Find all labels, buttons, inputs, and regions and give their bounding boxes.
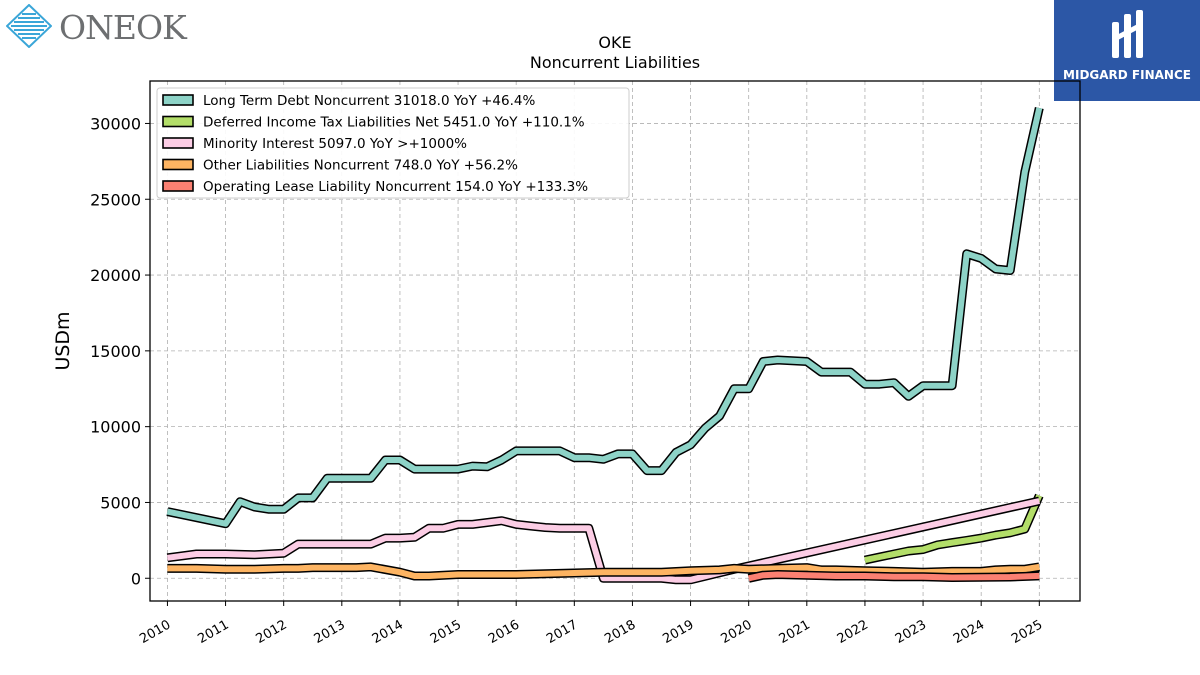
y-tick-label: 15000	[90, 342, 141, 361]
x-tick-label: 2016	[486, 617, 522, 647]
legend-swatch	[162, 115, 194, 128]
series-4	[747, 570, 1040, 583]
x-tick-label: 2021	[777, 617, 813, 647]
legend-box	[156, 87, 630, 199]
x-tick-label: 2024	[951, 617, 987, 647]
x-tick-label: 2015	[428, 617, 464, 647]
legend-label: Operating Lease Liability Noncurrent 154…	[203, 179, 588, 195]
y-tick-label: 25000	[90, 190, 141, 209]
legend-swatch	[162, 180, 194, 192]
plot-frame	[149, 80, 1081, 602]
y-tick-label: 20000	[90, 266, 141, 285]
y-tick-label: 5000	[100, 493, 141, 512]
x-tick-label: 2023	[893, 617, 929, 647]
x-tick-label: 2025	[1009, 617, 1045, 647]
series-3	[167, 562, 1041, 581]
legend-label: Deferred Income Tax Liabilities Net 5451…	[203, 115, 585, 131]
x-tick-label: 2019	[660, 617, 696, 647]
legend-item: Long Term Debt Noncurrent 31018.0 YoY +4…	[162, 93, 535, 109]
legend-label: Other Liabilities Noncurrent 748.0 YoY +…	[203, 158, 518, 174]
legend-item: Deferred Income Tax Liabilities Net 5451…	[162, 115, 585, 131]
x-tick-label: 2017	[544, 617, 580, 647]
series-line	[748, 571, 1040, 582]
series-line	[864, 494, 1043, 564]
midgard-finance-watermark: MIDGARD FINANCE	[1054, 0, 1200, 101]
x-axis: 2010 2011 2012 2013 2014 2015 2016 2017 2018 2019…	[137, 601, 1045, 647]
series-layer	[166, 107, 1044, 585]
y-axis: 0 5000 10000 15000 20000 25000 30000	[90, 114, 150, 588]
legend-swatch	[162, 158, 194, 171]
x-tick-label: 2013	[312, 617, 348, 647]
oneok-diamond-icon	[6, 4, 52, 48]
series-line	[167, 498, 1040, 583]
legend-swatch	[162, 137, 194, 149]
oneok-logo: ONEOK	[4, 4, 187, 50]
legend-label: Long Term Debt Noncurrent 31018.0 YoY +4…	[203, 93, 535, 109]
legend-label: Minority Interest 5097.0 YoY >+1000%	[203, 136, 467, 152]
legend-item: Minority Interest 5097.0 YoY >+1000%	[162, 136, 467, 152]
y-tick-label: 0	[131, 569, 141, 588]
legend-item: Operating Lease Liability Noncurrent 154…	[162, 179, 588, 195]
y-tick-label: 30000	[90, 114, 141, 133]
x-tick-label: 2014	[370, 617, 406, 647]
legend-item: Other Liabilities Noncurrent 748.0 YoY +…	[162, 158, 518, 174]
series-line	[166, 107, 1043, 527]
x-tick-label: 2020	[719, 617, 755, 647]
oneok-wordmark: ONEOK	[59, 8, 187, 47]
legend-swatch	[162, 94, 194, 106]
chart-title: OKE	[598, 33, 631, 52]
series-1	[863, 493, 1044, 565]
chart-subtitle: Noncurrent Liabilities	[530, 53, 700, 72]
watermark-text: MIDGARD FINANCE	[1063, 68, 1191, 82]
legend: Long Term Debt Noncurrent 31018.0 YoY +4…	[156, 87, 630, 199]
series-0	[166, 107, 1044, 529]
series-line	[167, 563, 1040, 579]
x-tick-label: 2018	[602, 617, 638, 647]
y-tick-label: 10000	[90, 418, 141, 437]
x-tick-label: 2022	[835, 617, 871, 647]
y-axis-label: USDm	[52, 311, 74, 370]
series-2	[166, 496, 1041, 585]
x-tick-label: 2012	[254, 617, 290, 647]
x-tick-label: 2011	[195, 617, 231, 647]
midgard-logo-icon	[1112, 10, 1143, 58]
x-tick-label: 2010	[137, 617, 173, 647]
